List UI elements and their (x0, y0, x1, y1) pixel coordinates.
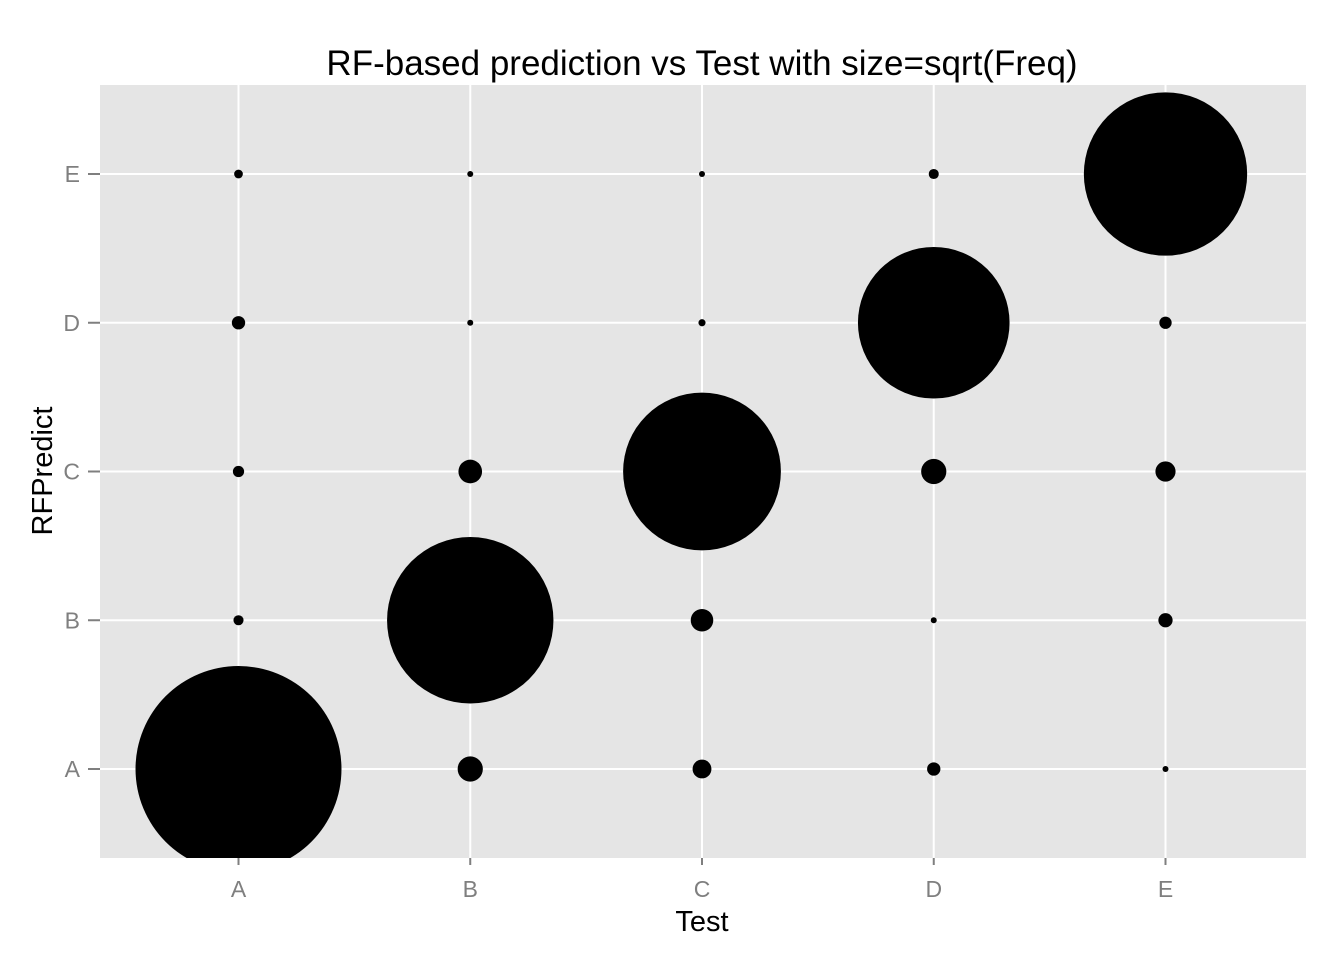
y-axis: A B C D E (63, 161, 100, 782)
point-b-a (457, 756, 483, 782)
x-tick-label-d: D (925, 876, 942, 902)
point-c-c (623, 392, 781, 551)
point-d-e (928, 168, 939, 180)
point-a-a (135, 666, 342, 858)
x-tick-label-c: C (694, 876, 711, 902)
point-b-d (467, 319, 474, 326)
point-e-c (1155, 461, 1176, 482)
point-a-b (233, 615, 244, 626)
x-tick-label-a: A (231, 876, 247, 902)
point-e-a (1162, 766, 1169, 772)
point-a-e (234, 169, 243, 179)
chart-title: RF-based prediction vs Test with size=sq… (326, 44, 1077, 83)
x-tick-label-b: B (463, 876, 478, 902)
y-tick-label-d: D (63, 310, 80, 336)
point-b-e (467, 171, 474, 177)
point-c-e (699, 171, 705, 177)
point-a-c (232, 465, 245, 478)
point-e-b (1158, 613, 1173, 628)
point-b-b (387, 537, 554, 704)
y-tick-label-b: B (65, 607, 80, 633)
point-d-a (927, 762, 941, 776)
point-c-b (690, 608, 714, 632)
point-d-d (857, 246, 1010, 399)
y-tick-label-a: A (65, 756, 81, 782)
y-axis-title: RFPredict (27, 407, 59, 536)
y-tick-label-c: C (63, 459, 80, 485)
point-a-d (231, 316, 246, 330)
point-b-c (458, 459, 483, 484)
data-points (135, 92, 1248, 858)
x-axis-title: Test (675, 906, 728, 938)
point-d-c (921, 458, 947, 485)
x-tick-label-e: E (1158, 876, 1173, 902)
point-e-e (1083, 92, 1248, 256)
point-c-a (692, 759, 712, 779)
x-axis: A B C D E (231, 858, 1173, 902)
point-e-d (1159, 316, 1172, 329)
point-d-b (930, 617, 937, 624)
y-tick-label-e: E (65, 161, 80, 187)
point-c-d (698, 319, 706, 327)
